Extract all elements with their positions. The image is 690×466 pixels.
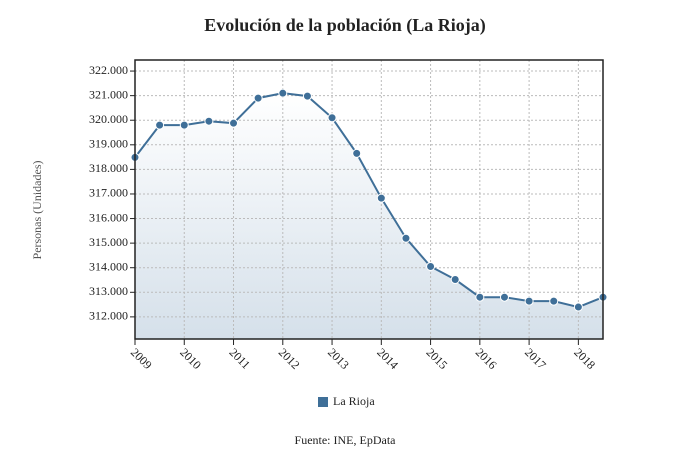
x-tick-label: 2017 (522, 345, 549, 372)
point (573, 302, 583, 312)
y-tick-label: 321.000 (89, 87, 128, 101)
y-tick-label: 313.000 (89, 284, 128, 298)
y-tick-label: 312.000 (89, 309, 128, 323)
point (352, 148, 362, 158)
point (499, 292, 509, 302)
point (327, 113, 337, 123)
point (426, 261, 436, 271)
y-tick-label: 322.000 (89, 63, 128, 77)
point (302, 91, 312, 101)
y-tick-label: 320.000 (89, 112, 128, 126)
point (155, 120, 165, 130)
point (229, 118, 239, 128)
y-tick-label: 318.000 (89, 161, 128, 175)
y-tick-label: 314.000 (89, 259, 128, 273)
plot-frame (134, 59, 604, 340)
y-tick-label: 319.000 (89, 137, 128, 151)
area (135, 93, 603, 339)
point (475, 292, 485, 302)
x-tick-label: 2010 (177, 345, 204, 372)
x-tick-label: 2014 (374, 345, 401, 372)
x-tick-label: 2015 (424, 345, 451, 372)
x-tick-label: 2018 (571, 345, 598, 372)
x-tick-label: 2013 (325, 345, 352, 372)
x-tick-label: 2016 (473, 345, 500, 372)
point (204, 116, 214, 126)
chart-title: Evolución de la población (La Rioja) (204, 15, 486, 36)
x-tick-label: 2011 (226, 345, 253, 372)
legend-label: La Rioja (333, 394, 375, 408)
point (376, 193, 386, 203)
source: Fuente: INE, EpData (295, 433, 397, 447)
point (549, 296, 559, 306)
point (524, 296, 534, 306)
point (253, 93, 263, 103)
point (278, 88, 288, 98)
point (450, 275, 460, 285)
x-tick-label: 2012 (276, 345, 303, 372)
point (179, 120, 189, 130)
point (401, 233, 411, 243)
y-tick-label: 317.000 (89, 186, 128, 200)
y-tick-label: 316.000 (89, 210, 128, 224)
legend-swatch (318, 397, 328, 407)
y-tick-label: 315.000 (89, 235, 128, 249)
x-tick-label: 2009 (128, 345, 155, 372)
y-axis-label: Personas (Unidades) (30, 161, 44, 260)
